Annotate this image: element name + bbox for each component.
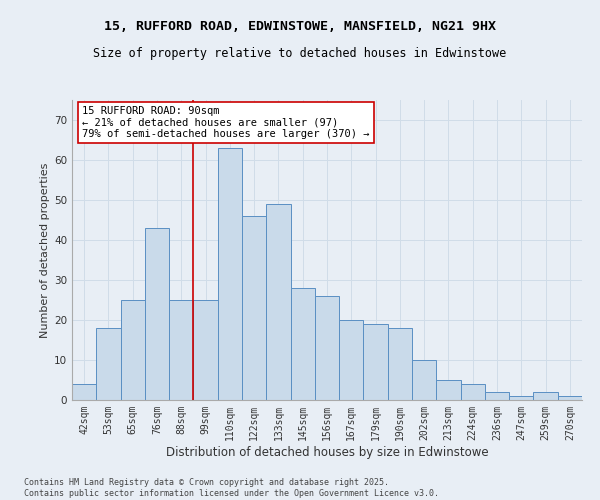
- Bar: [558, 396, 582, 400]
- Y-axis label: Number of detached properties: Number of detached properties: [40, 162, 50, 338]
- Bar: [339, 320, 364, 400]
- Bar: [461, 384, 485, 400]
- Text: 15 RUFFORD ROAD: 90sqm
← 21% of detached houses are smaller (97)
79% of semi-det: 15 RUFFORD ROAD: 90sqm ← 21% of detached…: [82, 106, 370, 139]
- Bar: [193, 300, 218, 400]
- Bar: [169, 300, 193, 400]
- Bar: [315, 296, 339, 400]
- Bar: [290, 288, 315, 400]
- Bar: [436, 380, 461, 400]
- Bar: [96, 328, 121, 400]
- Bar: [509, 396, 533, 400]
- Bar: [364, 324, 388, 400]
- X-axis label: Distribution of detached houses by size in Edwinstowe: Distribution of detached houses by size …: [166, 446, 488, 458]
- Text: 15, RUFFORD ROAD, EDWINSTOWE, MANSFIELD, NG21 9HX: 15, RUFFORD ROAD, EDWINSTOWE, MANSFIELD,…: [104, 20, 496, 33]
- Bar: [72, 384, 96, 400]
- Bar: [485, 392, 509, 400]
- Bar: [266, 204, 290, 400]
- Bar: [218, 148, 242, 400]
- Text: Contains HM Land Registry data © Crown copyright and database right 2025.
Contai: Contains HM Land Registry data © Crown c…: [24, 478, 439, 498]
- Bar: [145, 228, 169, 400]
- Bar: [388, 328, 412, 400]
- Text: Size of property relative to detached houses in Edwinstowe: Size of property relative to detached ho…: [94, 48, 506, 60]
- Bar: [412, 360, 436, 400]
- Bar: [533, 392, 558, 400]
- Bar: [242, 216, 266, 400]
- Bar: [121, 300, 145, 400]
